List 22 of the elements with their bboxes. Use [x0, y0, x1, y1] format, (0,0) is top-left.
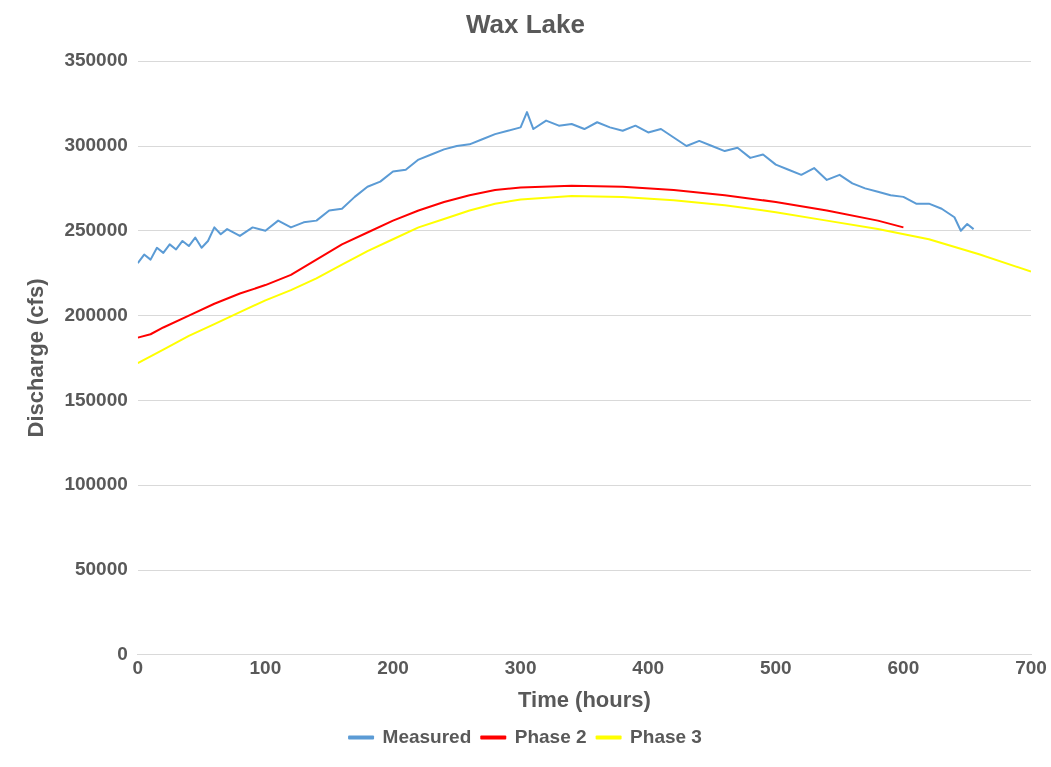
- x-axis-title: Time (hours): [517, 686, 651, 712]
- legend-label: Phase 2: [514, 725, 587, 747]
- legend-label: Phase 3: [630, 725, 702, 747]
- x-tick-label: 600: [887, 657, 920, 679]
- y-tick-label: 250000: [64, 219, 128, 241]
- y-tick-label: 0: [117, 643, 128, 665]
- y-axis-title: Discharge (cfs): [23, 278, 49, 438]
- y-tick-label: 350000: [64, 49, 128, 71]
- x-tick-label: 300: [504, 657, 537, 679]
- x-tick-label: 0: [132, 657, 144, 679]
- y-tick-label: 150000: [64, 388, 128, 410]
- y-tick-label: 50000: [74, 558, 128, 580]
- x-tick-label: 400: [632, 657, 665, 679]
- x-tick-label: 500: [759, 657, 792, 679]
- x-tick-label: 100: [249, 657, 282, 679]
- legend-label: Measured: [382, 725, 472, 747]
- x-tick-label: 200: [377, 657, 409, 679]
- y-tick-label: 200000: [64, 303, 128, 325]
- y-tick-label: 100000: [64, 473, 128, 495]
- x-tick-label: 700: [1015, 657, 1047, 679]
- chart-title: Wax Lake: [466, 8, 585, 39]
- y-tick-label: 300000: [64, 134, 128, 156]
